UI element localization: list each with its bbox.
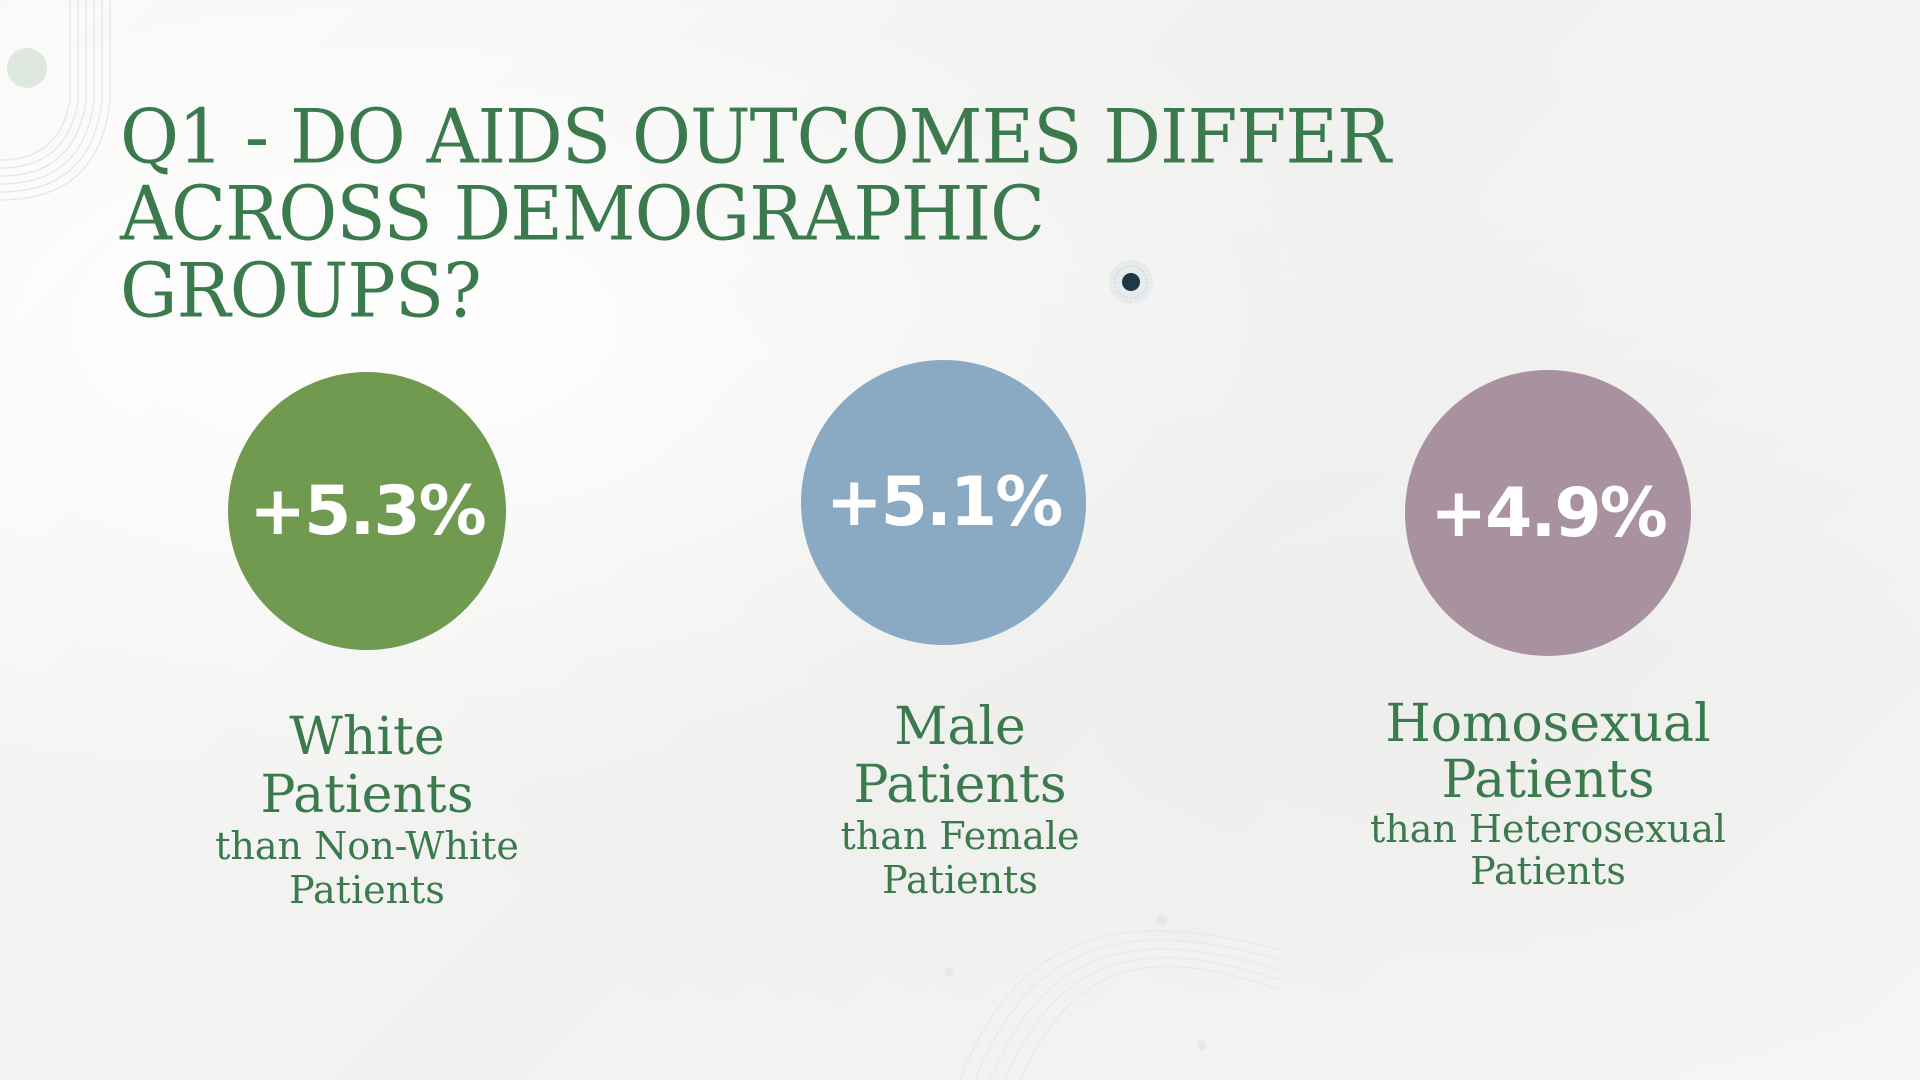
dot-decoration (7, 48, 47, 88)
dot-decoration (1197, 1040, 1207, 1050)
caption-sub-line-1: than Female (840, 814, 1080, 858)
caption-label-line-1: Male (894, 697, 1026, 757)
stat-value: +5.3% (249, 471, 487, 551)
stat-circle-male: +5.1% (801, 360, 1086, 645)
caption-sub-line-1: than Heterosexual (1369, 807, 1727, 851)
caption-sub-line-2: Patients (1470, 849, 1626, 893)
wave-lines-decoration (959, 930, 1281, 1080)
stat-caption-white: White Patients than Non-White Patients (137, 708, 597, 912)
stat-caption-homosexual: Homosexual Patients than Heterosexual Pa… (1318, 696, 1778, 892)
stat-caption-male: Male Patients than Female Patients (730, 698, 1190, 902)
caption-sub-line-2: Patients (289, 868, 445, 912)
caption-label-line-2: Patients (260, 765, 474, 825)
slide-title: Q1 - DO AIDS OUTCOMES DIFFER ACROSS DEMO… (120, 98, 1420, 329)
caption-label-line-2: Patients (853, 755, 1067, 815)
dot-decoration (1157, 915, 1167, 925)
caption-sub-line-1: than Non-White (215, 824, 519, 868)
dot-decoration (944, 967, 954, 977)
stat-value: +5.1% (825, 463, 1064, 542)
caption-label-line-1: Homosexual (1385, 694, 1711, 754)
caption-sub-line-2: Patients (882, 858, 1038, 902)
ornament-icon (1109, 260, 1153, 304)
arc-lines-decoration (0, 0, 111, 201)
caption-label-line-1: White (289, 707, 445, 767)
caption-label-line-2: Patients (1441, 750, 1655, 810)
title-line-2: ACROSS DEMOGRAPHIC GROUPS? (120, 169, 1045, 335)
title-line-1: Q1 - DO AIDS OUTCOMES DIFFER (120, 92, 1391, 181)
stat-circle-white: +5.3% (228, 372, 506, 650)
stat-circle-homosexual: +4.9% (1405, 370, 1691, 656)
stat-value: +4.9% (1430, 473, 1668, 553)
